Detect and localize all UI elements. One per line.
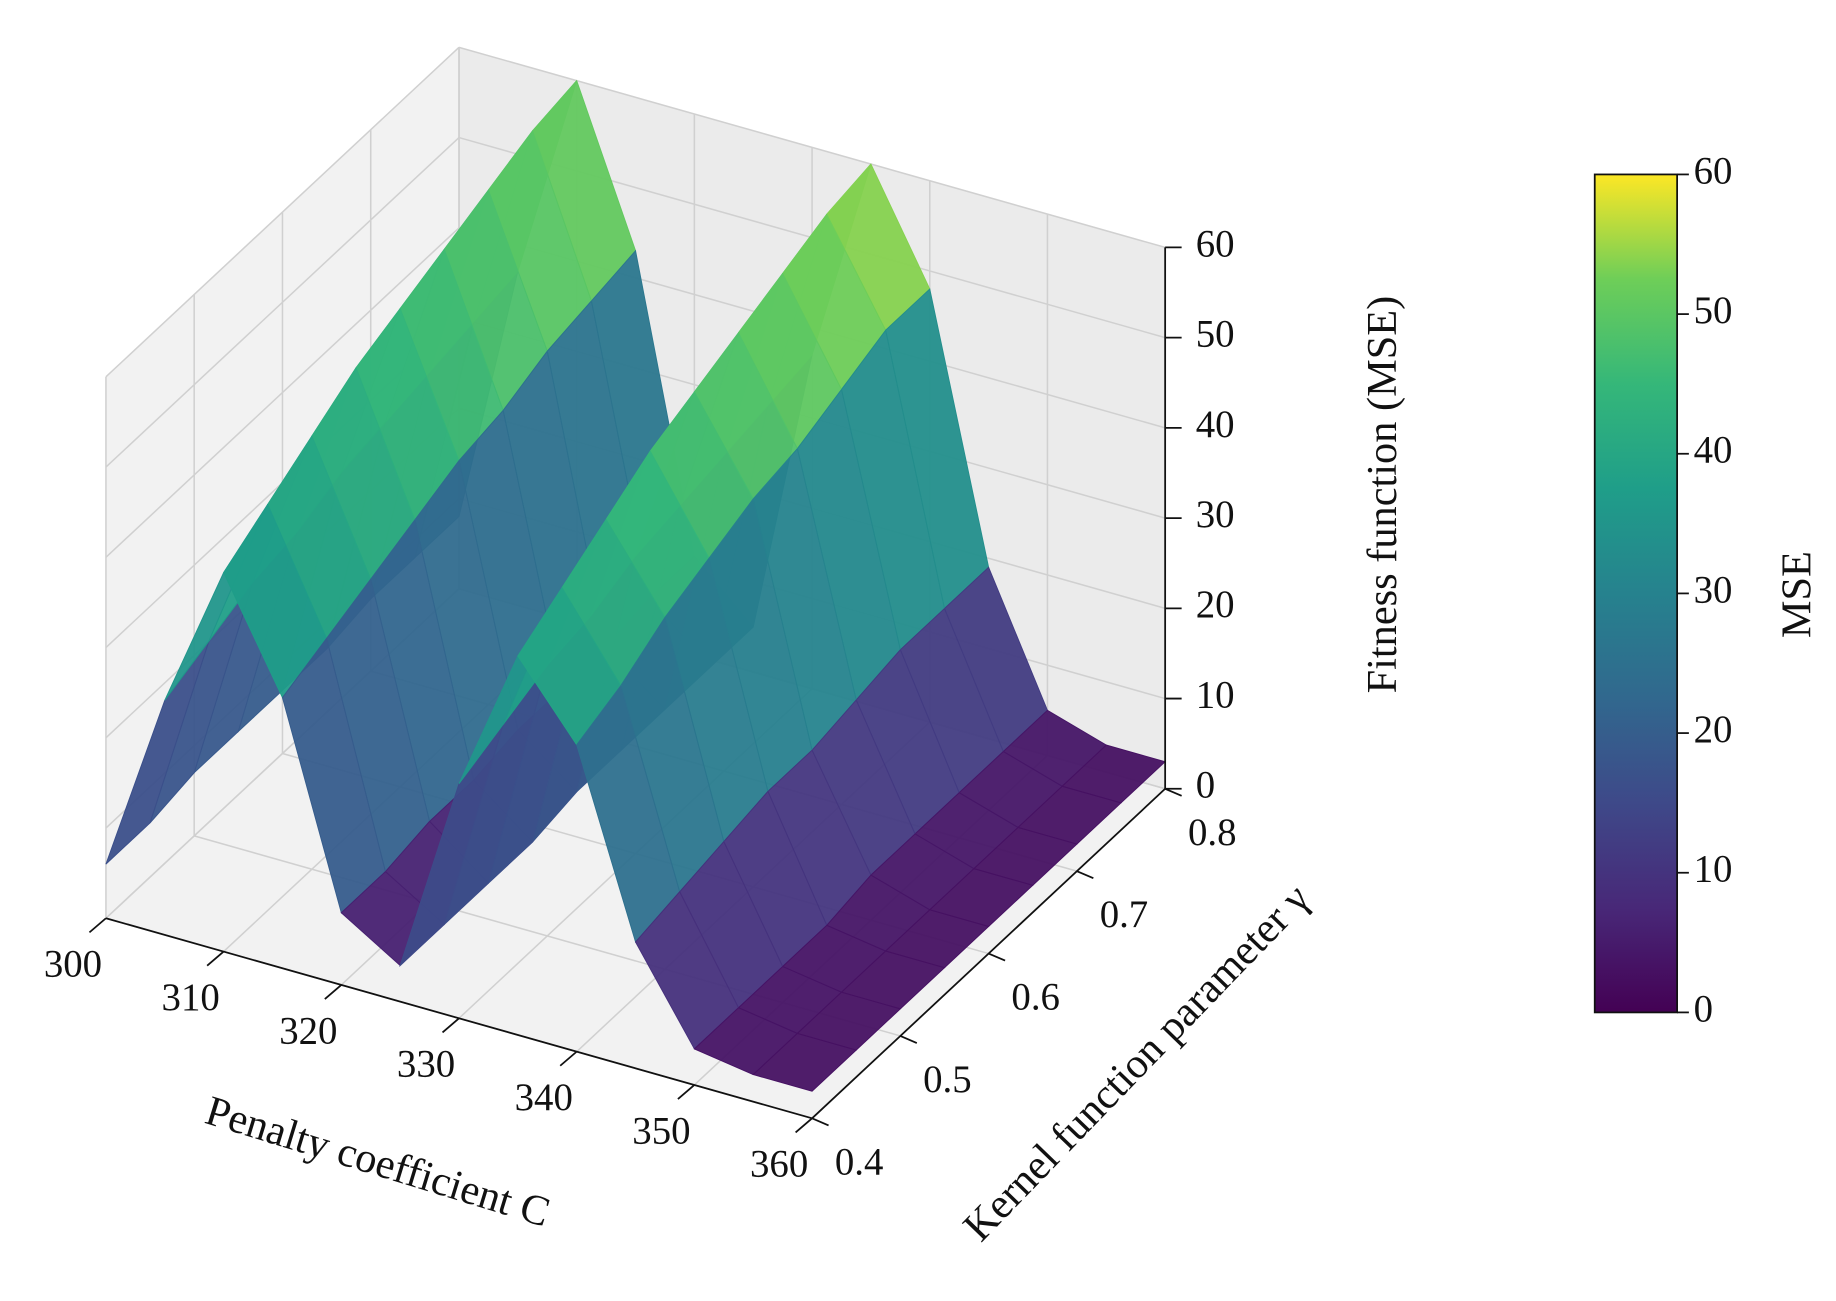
y-tick: [811, 1117, 829, 1127]
y-tick-label: 0.8: [1188, 811, 1237, 854]
colorbar-tick-label: 60: [1694, 149, 1733, 192]
x-tick-label: 340: [515, 1076, 573, 1119]
x-tick-label: 360: [750, 1143, 808, 1186]
colorbar-tick-label: 30: [1694, 568, 1733, 611]
y-tick-label: 0.6: [1011, 976, 1060, 1019]
y-tick: [1164, 787, 1182, 797]
x-tick-label: 310: [162, 976, 220, 1019]
colorbar-tick-label: 20: [1694, 708, 1733, 751]
x-axis-line: [105, 917, 813, 1120]
z-tick-label: 50: [1196, 313, 1235, 356]
colorbar-label: MSE: [1773, 551, 1820, 638]
colorbar: 0 10 20 30 40 50 60: [1593, 149, 1733, 1030]
colorbar-tick-label: 0: [1694, 987, 1713, 1030]
x-tick-label: 350: [632, 1109, 690, 1152]
colorbar-gradient: [1593, 173, 1678, 1014]
z-axis-label: Fitness function (MSE): [1359, 296, 1406, 694]
grid-line: [105, 227, 460, 558]
y-tick: [988, 952, 1006, 962]
z-tick-label: 0: [1196, 764, 1215, 807]
y-tick-label: 0.5: [923, 1058, 972, 1101]
z-tick-label: 30: [1196, 493, 1235, 536]
y-tick-label: 0.4: [835, 1140, 884, 1183]
colorbar-tick-label: 10: [1694, 848, 1733, 891]
surface-patch: [752, 1032, 858, 1092]
grid-line: [105, 136, 460, 468]
colorbar-tick-label: 40: [1694, 429, 1733, 472]
colorbar-tick-label: 50: [1694, 289, 1733, 332]
x-tick: [88, 917, 107, 934]
x-axis-label: Penalty coefficient C: [200, 1087, 555, 1236]
x-tick: [441, 1017, 460, 1034]
y-tick-label: 0.7: [1100, 893, 1149, 936]
x-tick: [795, 1117, 813, 1134]
x-tick-label: 330: [397, 1043, 455, 1086]
x-tick: [677, 1084, 695, 1100]
x-tick: [206, 950, 225, 967]
y-tick: [899, 1035, 918, 1044]
axes: 300 310 320 330 340 350 360 0.4 0.5 0.6 0.7 0.80 10 2…: [44, 222, 1237, 1185]
x-tick: [324, 984, 342, 1000]
grid-line: [105, 46, 460, 378]
x-tick: [559, 1050, 578, 1067]
y-tick: [1076, 870, 1094, 880]
z-tick-label: 60: [1196, 222, 1235, 265]
x-tick-label: 320: [279, 1009, 337, 1052]
z-tick-label: 20: [1196, 583, 1235, 626]
z-tick-label: 10: [1196, 673, 1235, 716]
x-tick-label: 300: [44, 943, 102, 986]
z-tick-label: 40: [1196, 403, 1235, 446]
surface: [105, 79, 1167, 1092]
y-axis-line: [811, 788, 1166, 1119]
